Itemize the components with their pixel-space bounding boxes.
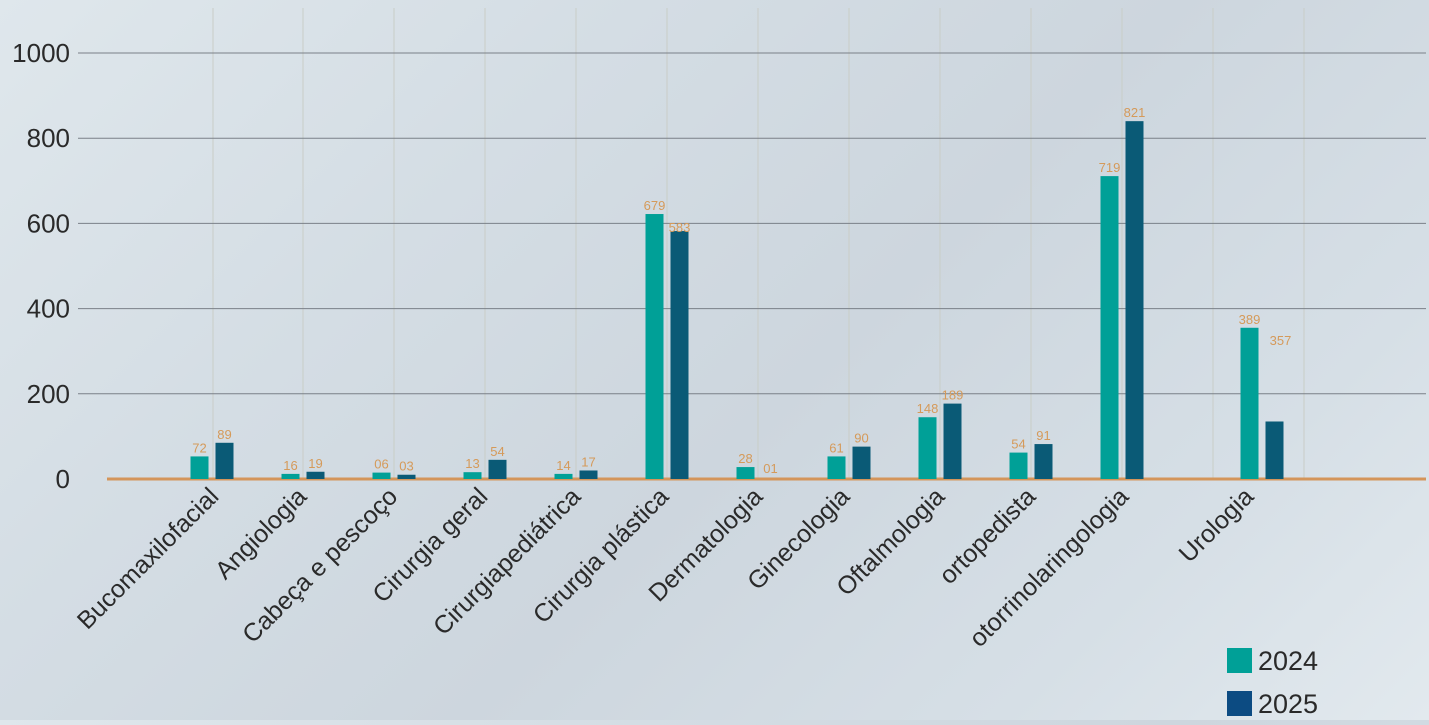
x-tick-label-10: otorrinolaringologia (964, 482, 1134, 652)
data-label-2025-11: 357 (1270, 333, 1292, 348)
bar-2024-0 (190, 456, 209, 479)
bar-2025-0 (215, 442, 234, 479)
data-label-2024-2: 06 (374, 457, 388, 472)
legend-swatch-2025 (1227, 691, 1252, 716)
bar-2024-5 (645, 214, 664, 479)
legend-label-2025: 2025 (1258, 689, 1318, 719)
bar-2024-2 (372, 472, 391, 479)
bar-2024-10 (1100, 176, 1119, 479)
data-label-2024-8: 148 (917, 401, 939, 416)
y-tick-label-400: 400 (27, 294, 70, 324)
data-label-2025-9: 91 (1036, 428, 1050, 443)
bar-2024-1 (281, 473, 300, 479)
bar-2024-8 (918, 417, 937, 479)
data-label-2025-8: 189 (942, 388, 964, 403)
x-tick-label-2: Cabeça e pescoço (237, 482, 403, 648)
bar-2024-11 (1240, 327, 1259, 479)
data-label-2024-3: 13 (465, 456, 479, 471)
data-label-2024-9: 54 (1011, 437, 1025, 452)
bar-2025-5 (670, 231, 689, 479)
data-label-2024-11: 389 (1239, 312, 1261, 327)
data-label-2025-7: 90 (854, 431, 868, 446)
data-label-2025-2: 03 (399, 459, 413, 474)
legend-swatch-2024 (1227, 648, 1252, 673)
data-label-2025-6: 01 (763, 461, 777, 476)
data-label-2025-4: 17 (581, 454, 595, 469)
data-label-2025-1: 19 (308, 456, 322, 471)
bar-2025-7 (852, 446, 871, 479)
bar-2025-4 (579, 470, 598, 479)
bar-2024-3 (463, 472, 482, 479)
data-label-2024-7: 61 (829, 440, 843, 455)
data-label-2024-4: 14 (556, 458, 570, 473)
y-tick-label-600: 600 (27, 208, 70, 238)
bar-2024-6 (736, 467, 755, 479)
y-tick-label-1000: 1000 (12, 38, 70, 68)
legend-label-2024: 2024 (1258, 646, 1318, 676)
bar-2025-1 (306, 471, 325, 479)
bar-2025-9 (1034, 444, 1053, 479)
data-label-2025-0: 89 (217, 427, 231, 442)
bar-2024-4 (554, 473, 573, 479)
y-tick-label-800: 800 (27, 123, 70, 153)
bar-2025-3 (488, 459, 507, 479)
x-tick-label-11: Urologia (1174, 482, 1260, 568)
data-label-2024-5: 679 (644, 198, 666, 213)
bar-2024-7 (827, 456, 846, 479)
y-tick-label-200: 200 (27, 379, 70, 409)
bar-2025-10 (1125, 121, 1144, 479)
y-tick-label-0: 0 (56, 464, 70, 494)
data-label-2024-1: 16 (283, 458, 297, 473)
data-label-2025-3: 54 (490, 444, 504, 459)
data-label-2024-10: 719 (1099, 160, 1121, 175)
data-label-2024-0: 72 (192, 440, 206, 455)
bar-2024-9 (1009, 452, 1028, 479)
bar-2025-8 (943, 403, 962, 479)
data-label-2025-5: 583 (669, 220, 691, 235)
bar-2025-11 (1265, 421, 1284, 479)
data-label-2024-6: 28 (738, 451, 752, 466)
data-label-2025-10: 821 (1124, 105, 1146, 120)
bar-2025-2 (397, 474, 416, 479)
x-tick-label-0: Bucomaxilofacial (72, 482, 224, 634)
